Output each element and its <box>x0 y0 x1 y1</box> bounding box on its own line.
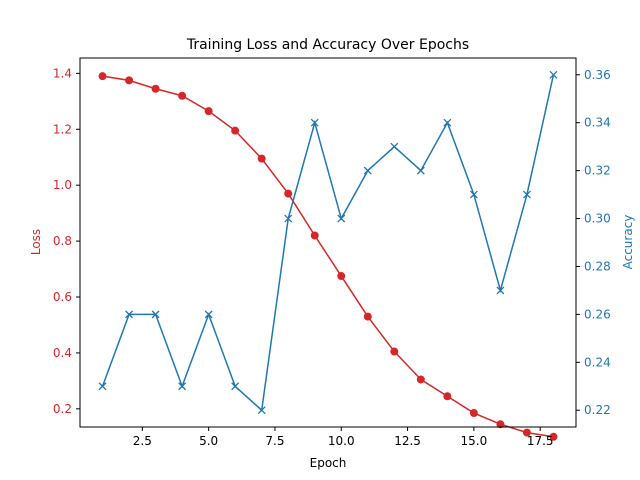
accuracy-point <box>496 286 505 295</box>
y-right-tick-label: 0.22 <box>584 403 611 417</box>
accuracy-point <box>257 406 266 415</box>
x-axis: 2.5 5.0 7.5 10.0 12.5 15.0 17.5 <box>133 427 554 448</box>
loss-point <box>337 272 346 281</box>
y-right-tick-label: 0.28 <box>584 259 611 273</box>
accuracy-point <box>231 382 240 391</box>
x-tick-label: 2.5 <box>133 434 152 448</box>
plot-frame <box>79 57 577 428</box>
accuracy-series-line <box>101 74 555 412</box>
y-left-tick-label: 0.8 <box>53 234 72 248</box>
accuracy-point <box>178 382 187 391</box>
y-right-tick-label: 0.30 <box>584 212 611 226</box>
y-axis-right: 0.22 0.24 0.26 0.28 0.30 0.32 0.34 0.36 <box>576 68 611 417</box>
y-left-tick-label: 0.6 <box>53 290 72 304</box>
loss-point <box>549 432 558 441</box>
accuracy-point <box>337 214 346 223</box>
y-left-tick-label: 1.0 <box>53 178 72 192</box>
loss-point <box>231 126 240 135</box>
x-tick-label: 17.5 <box>527 434 554 448</box>
loss-point <box>257 154 266 163</box>
x-tick-label: 5.0 <box>199 434 218 448</box>
y-right-tick-label: 0.36 <box>584 68 611 82</box>
accuracy-point <box>390 142 399 151</box>
plot-area <box>98 70 558 441</box>
y-left-tick-label: 1.2 <box>53 122 72 136</box>
loss-point <box>125 76 134 85</box>
accuracy-point <box>469 190 478 199</box>
x-axis-title: Epoch <box>310 456 347 470</box>
accuracy-point <box>549 70 558 79</box>
y-axis-left-title: Loss <box>29 229 43 255</box>
y-right-tick-label: 0.32 <box>584 164 611 178</box>
loss-point <box>390 347 399 356</box>
accuracy-point <box>204 310 213 319</box>
loss-point <box>522 428 531 437</box>
y-left-tick-label: 0.4 <box>53 346 72 360</box>
loss-point <box>469 409 478 418</box>
accuracy-point <box>151 310 160 319</box>
y-right-tick-label: 0.24 <box>584 355 611 369</box>
chart-title: Training Loss and Accuracy Over Epochs <box>186 37 469 53</box>
y-axis-left: 0.2 0.4 0.6 0.8 1.0 1.2 1.4 <box>53 66 80 416</box>
accuracy-point <box>522 190 531 199</box>
accuracy-point <box>310 118 319 127</box>
accuracy-point <box>284 214 293 223</box>
accuracy-point <box>443 118 452 127</box>
accuracy-point <box>363 166 372 175</box>
loss-point <box>416 375 425 384</box>
loss-point <box>496 420 505 429</box>
y-left-tick-label: 0.2 <box>53 402 72 416</box>
x-tick-label: 7.5 <box>265 434 284 448</box>
loss-point <box>178 91 187 100</box>
accuracy-point <box>98 382 107 391</box>
x-tick-label: 10.0 <box>328 434 355 448</box>
loss-point <box>204 107 213 116</box>
loss-point <box>98 72 107 81</box>
x-tick-label: 12.5 <box>394 434 421 448</box>
loss-point <box>284 189 293 198</box>
loss-series-line <box>102 75 554 438</box>
x-tick-label: 15.0 <box>461 434 488 448</box>
loss-point <box>443 392 452 401</box>
loss-point <box>151 84 160 93</box>
y-axis-right-title: Accuracy <box>621 215 635 270</box>
y-right-tick-label: 0.26 <box>584 307 611 321</box>
y-right-tick-label: 0.34 <box>584 116 611 130</box>
accuracy-point <box>416 166 425 175</box>
loss-point <box>363 312 372 321</box>
y-left-tick-label: 1.4 <box>53 66 72 80</box>
loss-point <box>310 231 319 240</box>
accuracy-point <box>125 310 134 319</box>
